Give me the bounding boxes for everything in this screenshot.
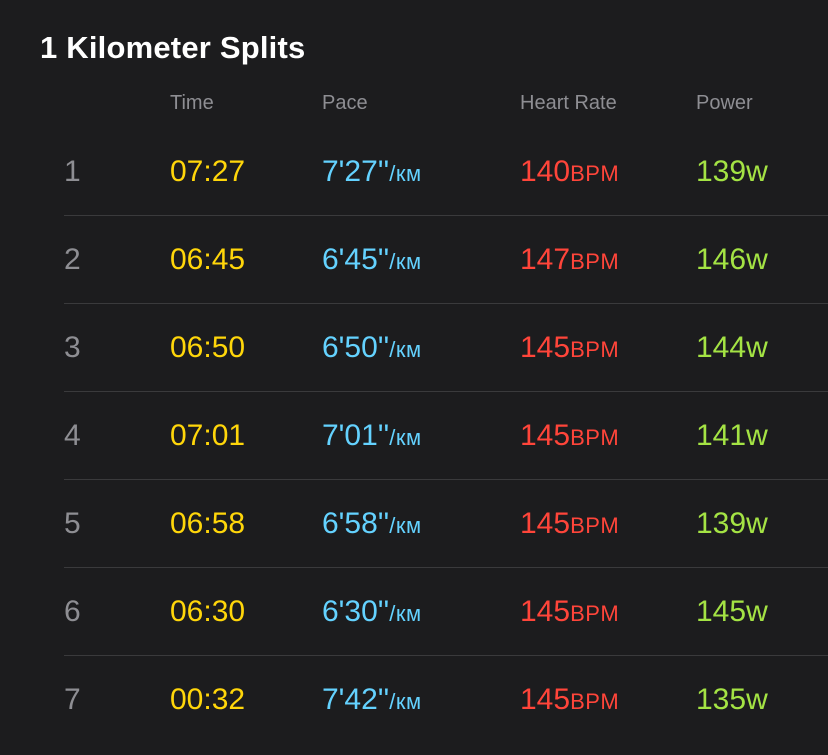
split-time: 00:32	[170, 683, 246, 716]
split-heart-rate: 145BPM	[520, 304, 619, 392]
split-index: 3	[64, 331, 81, 364]
split-heart-rate: 140BPM	[520, 128, 619, 216]
split-time: 06:50	[170, 331, 246, 364]
splits-title: 1 Kilometer Splits	[40, 30, 306, 65]
split-pace-value: 6'30''	[322, 595, 390, 628]
split-row: 1 07:27 7'27''/км 140BPM 139w	[0, 128, 828, 216]
split-heart-rate-value: 147	[520, 243, 571, 276]
pace-unit: /км	[389, 689, 422, 714]
split-row: 4 07:01 7'01''/км 145BPM 141w	[0, 392, 828, 480]
power-unit: w	[746, 419, 768, 452]
split-time: 06:45	[170, 243, 246, 276]
power-unit: w	[746, 683, 768, 716]
heart-rate-unit: BPM	[570, 513, 620, 538]
heart-rate-unit: BPM	[570, 689, 620, 714]
split-power: 141w	[696, 392, 768, 480]
split-row: 6 06:30 6'30''/км 145BPM 145w	[0, 568, 828, 656]
split-index: 6	[64, 595, 81, 628]
heart-rate-unit: BPM	[570, 425, 620, 450]
split-index: 7	[64, 683, 81, 716]
split-power: 146w	[696, 216, 768, 304]
split-power-value: 146	[696, 243, 747, 276]
pace-unit: /км	[389, 249, 422, 274]
pace-unit: /км	[389, 337, 422, 362]
heart-rate-unit: BPM	[570, 601, 620, 626]
split-heart-rate-value: 140	[520, 155, 571, 188]
split-heart-rate: 145BPM	[520, 568, 619, 656]
pace-unit: /км	[389, 513, 422, 538]
column-header-power: Power	[696, 92, 753, 114]
split-pace: 7'27''/км	[322, 128, 422, 216]
split-pace-value: 7'27''	[322, 155, 390, 188]
column-header-heart-rate: Heart Rate	[520, 92, 617, 114]
split-power: 139w	[696, 480, 768, 568]
power-unit: w	[746, 595, 768, 628]
split-index: 5	[64, 507, 81, 540]
split-power: 139w	[696, 128, 768, 216]
split-time: 06:58	[170, 507, 246, 540]
split-power: 145w	[696, 568, 768, 656]
split-power-value: 145	[696, 595, 747, 628]
split-pace: 6'50''/км	[322, 304, 422, 392]
split-pace-value: 6'45''	[322, 243, 390, 276]
heart-rate-unit: BPM	[570, 337, 620, 362]
heart-rate-unit: BPM	[570, 161, 620, 186]
split-pace: 6'30''/км	[322, 568, 422, 656]
split-time: 07:27	[170, 155, 246, 188]
row-divider	[64, 303, 828, 304]
split-heart-rate: 145BPM	[520, 480, 619, 568]
split-heart-rate: 147BPM	[520, 216, 619, 304]
pace-unit: /км	[389, 161, 422, 186]
split-pace: 7'01''/км	[322, 392, 422, 480]
split-row: 5 06:58 6'58''/км 145BPM 139w	[0, 480, 828, 568]
split-pace-value: 7'01''	[322, 419, 390, 452]
split-power: 135w	[696, 656, 768, 744]
pace-unit: /км	[389, 425, 422, 450]
split-heart-rate-value: 145	[520, 683, 571, 716]
split-pace-value: 6'50''	[322, 331, 390, 364]
split-index: 4	[64, 419, 81, 452]
split-pace-value: 6'58''	[322, 507, 390, 540]
split-index: 2	[64, 243, 81, 276]
power-unit: w	[746, 331, 768, 364]
split-pace: 6'58''/км	[322, 480, 422, 568]
split-heart-rate-value: 145	[520, 331, 571, 364]
column-header-time: Time	[170, 92, 214, 114]
split-row: 7 00:32 7'42''/км 145BPM 135w	[0, 656, 828, 744]
split-heart-rate: 145BPM	[520, 656, 619, 744]
power-unit: w	[746, 243, 768, 276]
split-time: 07:01	[170, 419, 246, 452]
split-index: 1	[64, 155, 81, 188]
row-divider	[64, 655, 828, 656]
row-divider	[64, 479, 828, 480]
pace-unit: /км	[389, 601, 422, 626]
power-unit: w	[746, 507, 768, 540]
split-power-value: 141	[696, 419, 747, 452]
row-divider	[64, 215, 828, 216]
heart-rate-unit: BPM	[570, 249, 620, 274]
column-header-pace: Pace	[322, 92, 368, 114]
row-divider	[64, 391, 828, 392]
split-time: 06:30	[170, 595, 246, 628]
split-row: 2 06:45 6'45''/км 147BPM 146w	[0, 216, 828, 304]
split-heart-rate-value: 145	[520, 419, 571, 452]
split-pace-value: 7'42''	[322, 683, 390, 716]
split-pace: 7'42''/км	[322, 656, 422, 744]
split-power-value: 139	[696, 507, 747, 540]
splits-table: 1 07:27 7'27''/км 140BPM 139w 2 06:45 6'…	[0, 128, 828, 744]
split-heart-rate-value: 145	[520, 507, 571, 540]
split-power-value: 139	[696, 155, 747, 188]
split-row: 3 06:50 6'50''/км 145BPM 144w	[0, 304, 828, 392]
split-power-value: 144	[696, 331, 747, 364]
split-power-value: 135	[696, 683, 747, 716]
split-pace: 6'45''/км	[322, 216, 422, 304]
row-divider	[64, 567, 828, 568]
split-heart-rate: 145BPM	[520, 392, 619, 480]
splits-header-row: Time Pace Heart Rate Power	[0, 92, 828, 118]
split-power: 144w	[696, 304, 768, 392]
power-unit: w	[746, 155, 768, 188]
split-heart-rate-value: 145	[520, 595, 571, 628]
